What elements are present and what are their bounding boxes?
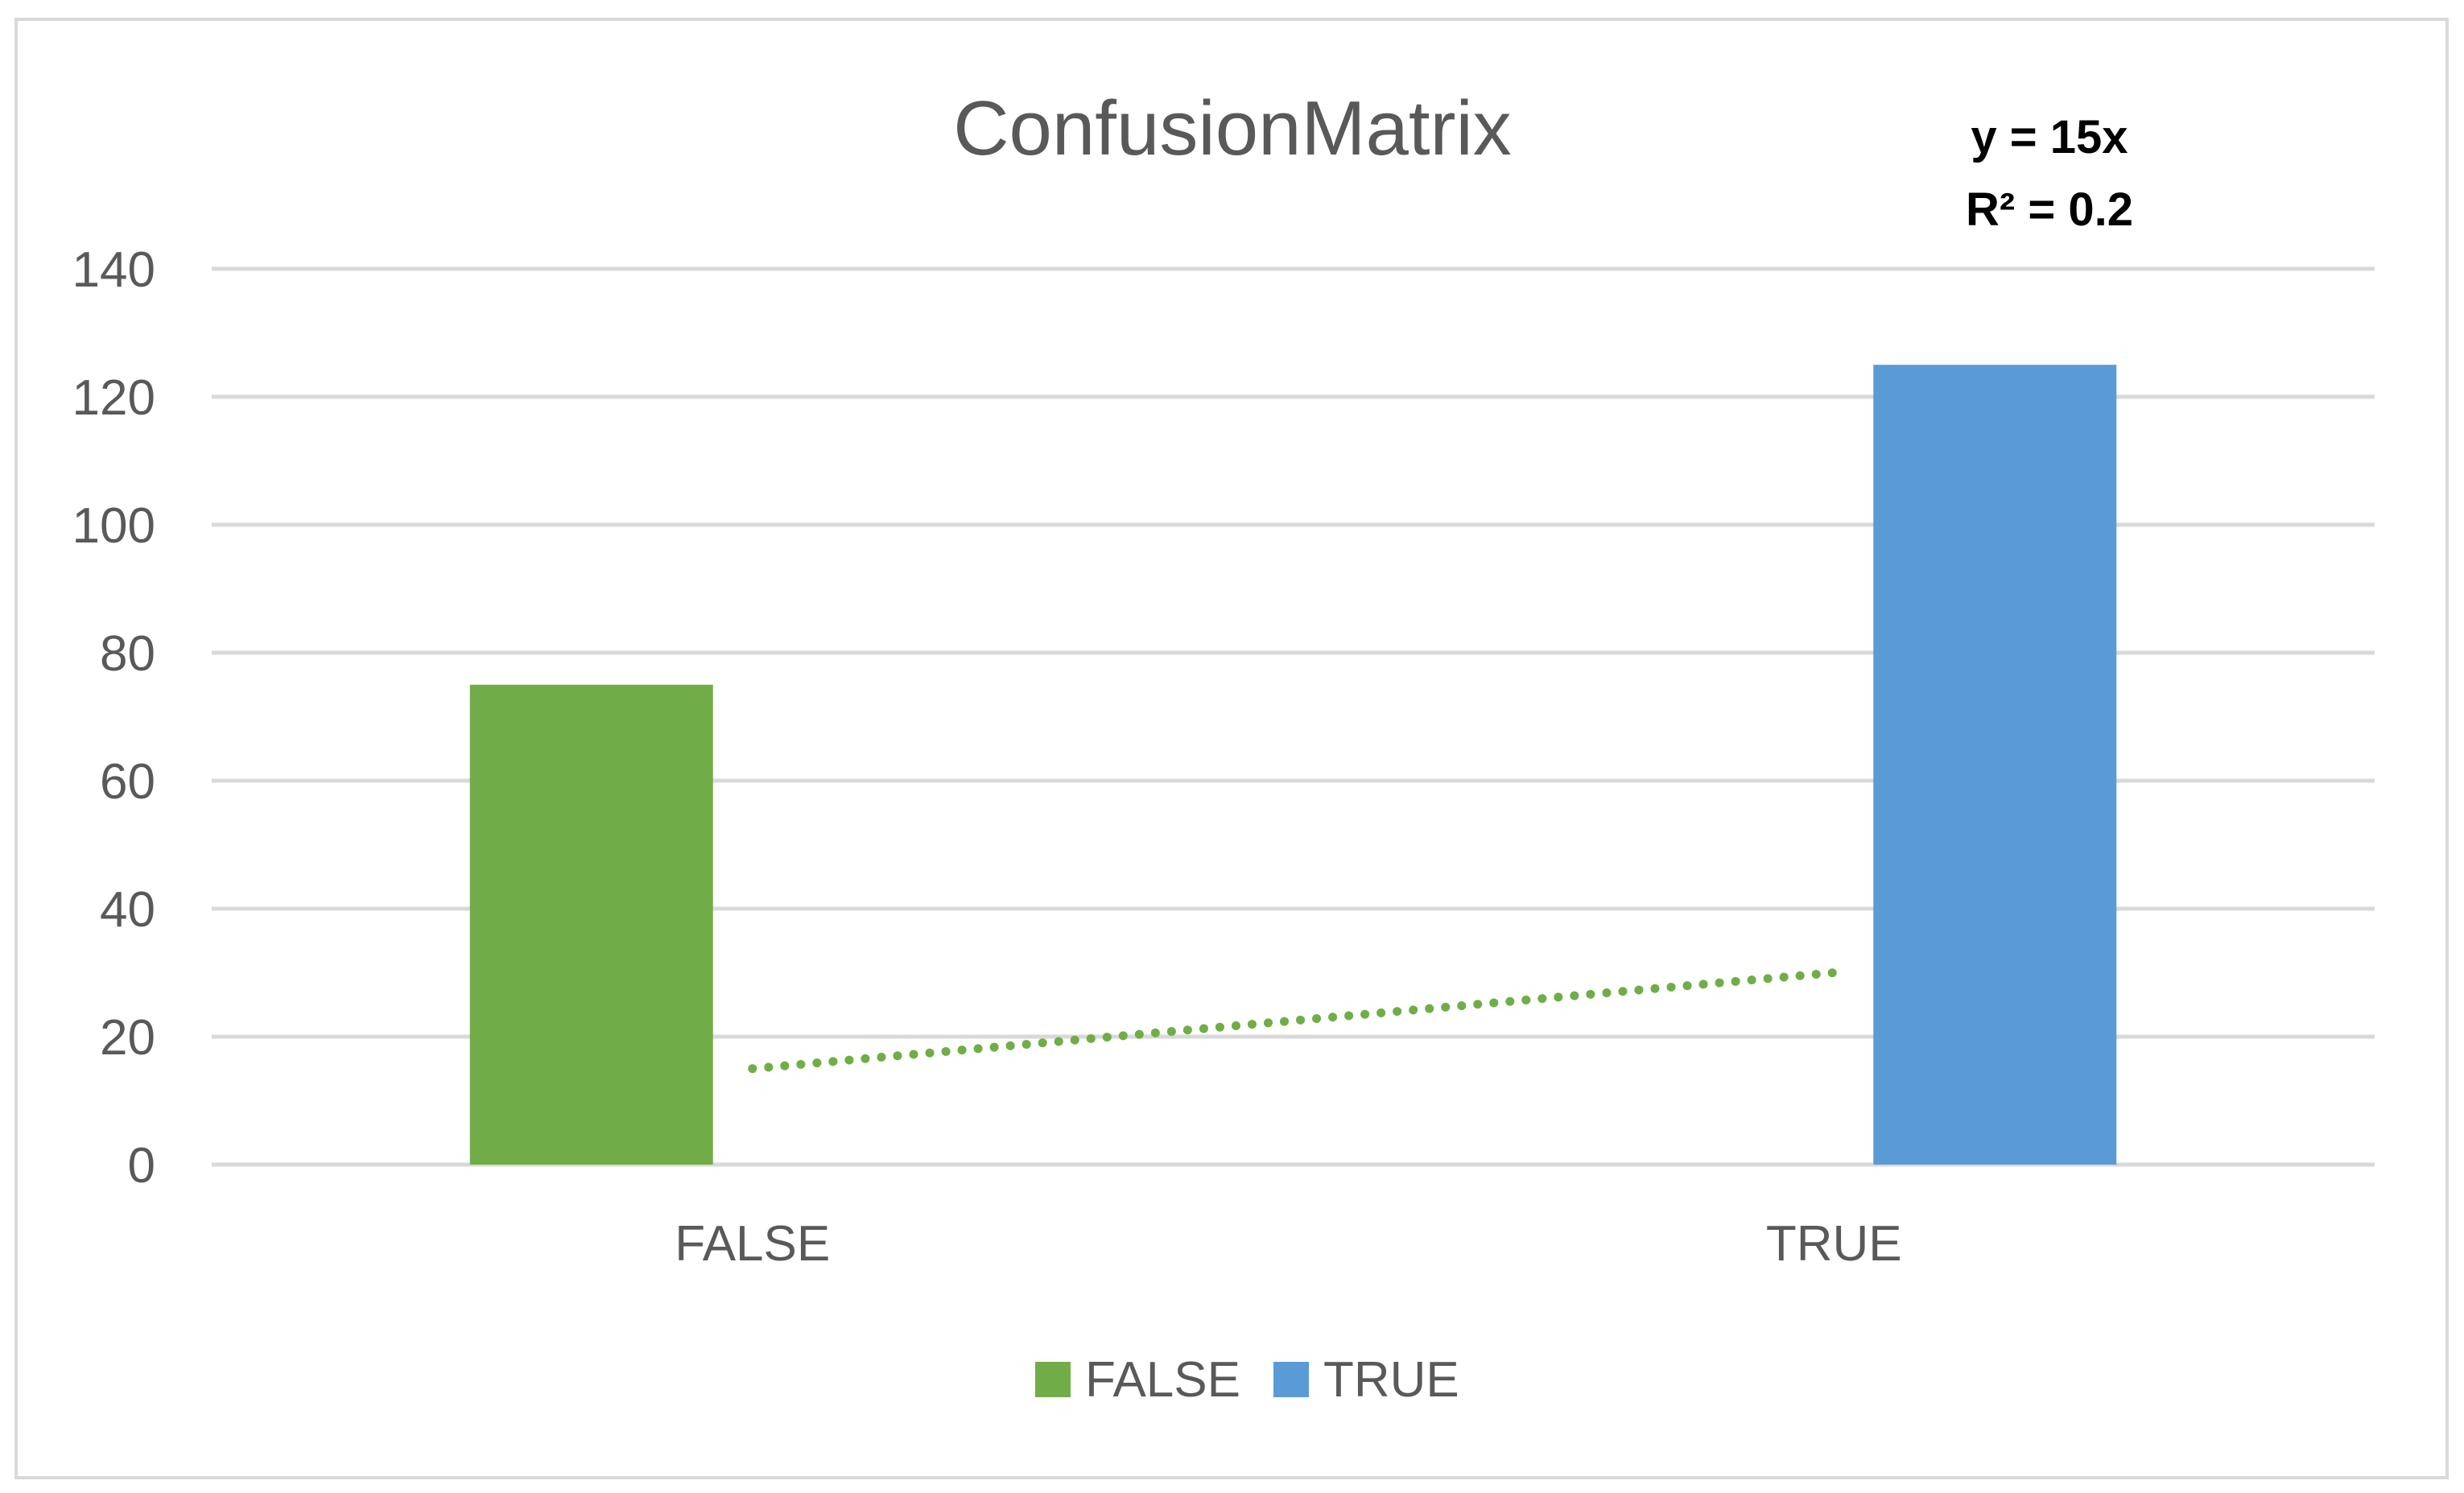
- bars: [469, 365, 2117, 1165]
- trendline-line: [748, 968, 1839, 1074]
- legend-swatch-true: [1273, 1362, 1309, 1397]
- legend: FALSE TRUE: [1035, 1352, 1459, 1408]
- y-tick-label: 120: [72, 370, 155, 426]
- y-tick-label: 60: [100, 754, 155, 810]
- trendline: [748, 968, 1839, 1074]
- y-axis-tick-labels: 0 20 40 60 80 100 120 140: [72, 242, 155, 1194]
- bar-false: [469, 684, 713, 1165]
- x-tick-label-false: FALSE: [675, 1216, 830, 1272]
- legend-label-true: TRUE: [1323, 1352, 1459, 1408]
- y-tick-label: 80: [100, 626, 155, 682]
- chart-title: ConfusionMatrix: [953, 85, 1512, 171]
- y-tick-label: 40: [100, 882, 155, 938]
- y-tick-label: 100: [72, 498, 155, 554]
- trendline-r-squared: R² = 0.2: [1966, 184, 2133, 236]
- x-tick-label-true: TRUE: [1766, 1216, 1902, 1272]
- x-axis-tick-labels: FALSE TRUE: [675, 1216, 1901, 1272]
- legend-swatch-false: [1035, 1362, 1071, 1397]
- y-tick-label: 20: [100, 1010, 155, 1066]
- y-tick-label: 0: [128, 1138, 155, 1194]
- legend-label-false: FALSE: [1085, 1352, 1240, 1408]
- y-tick-label: 140: [72, 242, 155, 298]
- bar-true: [1873, 365, 2117, 1165]
- trendline-equation: y = 15x: [1971, 111, 2128, 163]
